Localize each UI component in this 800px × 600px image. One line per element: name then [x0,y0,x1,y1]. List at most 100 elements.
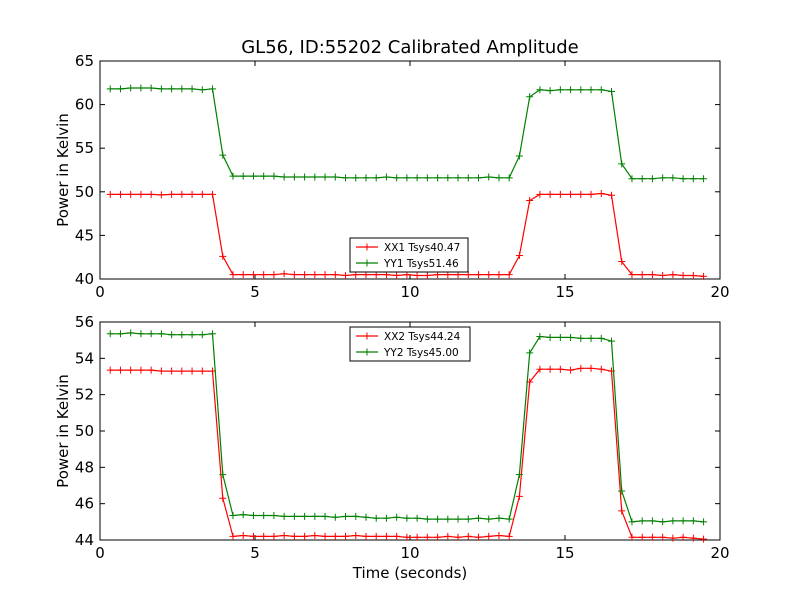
data-point-marker [249,532,257,540]
data-point-marker [536,333,544,341]
data-point-marker [505,532,513,540]
data-point-marker [290,271,298,279]
data-point-marker [270,511,278,519]
data-point-marker [270,271,278,279]
data-point-marker [321,512,329,520]
data-point-marker [168,85,176,93]
data-point-marker [311,173,319,181]
bottom-legend: XX2 Tsys44.24 YY2 Tsys45.00 [349,326,471,362]
data-point-marker [618,507,626,515]
data-point-marker [679,272,687,280]
data-point-marker [188,331,196,339]
data-point-marker [168,367,176,375]
top-x-tick-label: 5 [250,283,260,301]
data-point-marker [485,173,493,181]
data-point-marker [587,364,595,372]
data-point-marker [127,329,135,337]
data-point-marker [198,190,206,198]
data-point-marker [178,331,186,339]
data-point-marker [689,272,697,280]
data-point-marker [290,173,298,181]
data-point-marker [515,251,523,259]
data-point-marker [475,533,483,541]
data-point-marker [352,531,360,539]
data-point-marker [331,513,339,521]
data-point-marker [321,173,329,181]
data-point-marker [372,514,380,522]
data-point-marker [608,88,615,96]
data-point-marker [219,151,227,159]
data-point-marker [689,534,697,542]
data-point-marker [628,271,636,279]
bottom-y-tick-label: 50 [75,422,94,440]
data-point-marker [597,365,605,373]
data-point-marker [198,367,206,375]
data-point-marker [485,271,493,279]
data-point-marker [157,367,165,375]
data-point-marker [648,175,656,183]
data-point-marker [659,272,667,280]
top-x-tick-label: 0 [95,283,105,301]
data-point-marker [393,272,401,280]
data-point-marker [331,532,339,540]
data-point-marker [495,271,503,279]
data-point-marker [219,494,227,502]
data-point-marker [229,172,237,180]
data-point-marker [331,173,339,181]
data-point-marker [505,271,513,279]
top-plot-panel: 0 5 10 15 20 40 45 50 55 60 65 Power in Kelvin XX1 T… [54,52,730,301]
data-point-marker [587,334,595,342]
data-point-marker [301,173,309,181]
legend-marker [363,243,371,251]
data-point-marker [239,172,247,180]
data-point-marker [628,175,636,183]
data-point-marker [393,174,401,182]
data-point-marker [526,349,534,357]
data-point-marker [413,514,421,522]
data-point-marker [147,190,155,198]
top-x-tick-label: 20 [710,283,729,301]
data-point-marker [352,512,360,520]
data-point-marker [700,272,708,280]
data-point-marker [270,532,278,540]
legend-entry-label: XX1 Tsys40.47 [384,242,460,254]
top-y-tick-label: 60 [75,96,94,114]
data-point-marker [280,270,288,278]
data-point-marker [249,271,257,279]
legend-entry-label: YY1 Tsys51.46 [383,258,459,270]
data-point-marker [669,174,677,182]
data-point-marker [556,190,564,198]
data-point-marker [648,517,656,525]
data-point-marker [178,85,186,93]
data-point-marker [659,518,667,526]
data-point-marker [157,191,165,199]
data-point-marker [280,531,288,539]
legend-marker [363,332,371,340]
data-point-marker [229,532,237,540]
bottom-series-yy2 [106,329,708,526]
data-point-marker [362,513,370,521]
data-point-marker [577,86,585,94]
data-point-marker [505,174,513,182]
data-point-marker [597,86,605,94]
data-point-marker [352,174,360,182]
data-point-marker [127,84,135,92]
data-point-marker [393,513,401,521]
data-point-marker [679,175,687,183]
data-point-marker [556,333,564,341]
data-point-marker [536,190,544,198]
data-point-marker [106,330,114,338]
top-legend: XX1 Tsys40.47 YY1 Tsys51.46 [349,237,469,273]
data-point-marker [434,174,442,182]
data-point-marker [648,533,656,541]
top-y-axis-label: Power in Kelvin [54,113,72,227]
data-point-marker [567,333,575,341]
data-point-marker [178,367,186,375]
data-point-marker [464,515,472,523]
data-point-marker [321,532,329,540]
data-point-marker [515,152,523,160]
data-point-marker [679,517,687,525]
data-point-marker [403,514,411,522]
data-point-marker [342,532,350,540]
data-point-marker [444,532,452,540]
